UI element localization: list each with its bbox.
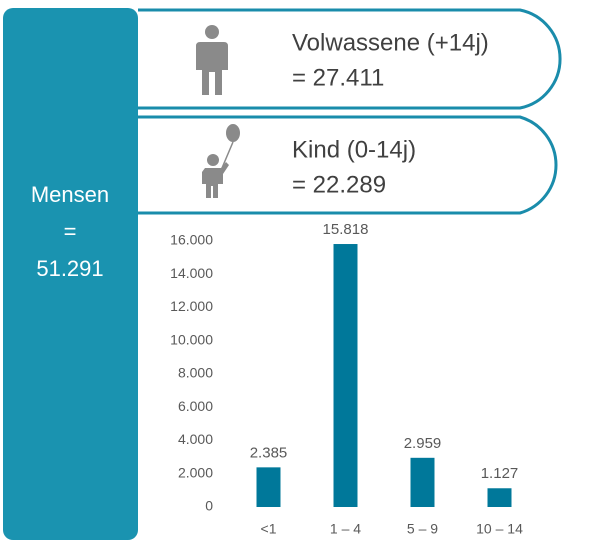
bar (410, 457, 435, 507)
y-tick-label: 0 (205, 498, 213, 514)
value-label: 2.385 (250, 444, 288, 461)
y-tick-label: 4.000 (178, 431, 213, 447)
y-tick-label: 12.000 (170, 298, 213, 314)
adult-value: = 27.411 (292, 64, 384, 91)
total-label: Mensen (31, 182, 109, 207)
bar (256, 467, 281, 507)
x-tick-label: 10 – 14 (476, 521, 523, 537)
total-panel (3, 8, 138, 540)
y-tick-label: 16.000 (170, 232, 213, 248)
y-tick-label: 6.000 (178, 398, 213, 414)
adult-box (138, 8, 562, 110)
child-icon (202, 124, 240, 198)
y-tick-label: 8.000 (178, 365, 213, 381)
value-label: 1.127 (481, 465, 519, 482)
bar (333, 244, 358, 507)
total-value: 51.291 (36, 256, 103, 281)
y-tick-label: 10.000 (170, 331, 213, 347)
adult-icon (196, 25, 228, 95)
bar (487, 488, 512, 507)
y-tick-label: 14.000 (170, 265, 213, 281)
value-label: 2.959 (404, 435, 442, 452)
x-tick-label: 1 – 4 (330, 521, 361, 537)
total-equals: = (64, 219, 77, 244)
child-label: Kind (0-14j) (292, 136, 416, 163)
adult-label: Volwassene (+14j) (292, 29, 489, 56)
x-tick-label: 5 – 9 (407, 521, 438, 537)
y-tick-label: 2.000 (178, 464, 213, 480)
value-label: 15.818 (323, 221, 369, 238)
child-box (138, 115, 558, 215)
child-value: = 22.289 (292, 171, 386, 198)
x-tick-label: <1 (261, 521, 277, 537)
